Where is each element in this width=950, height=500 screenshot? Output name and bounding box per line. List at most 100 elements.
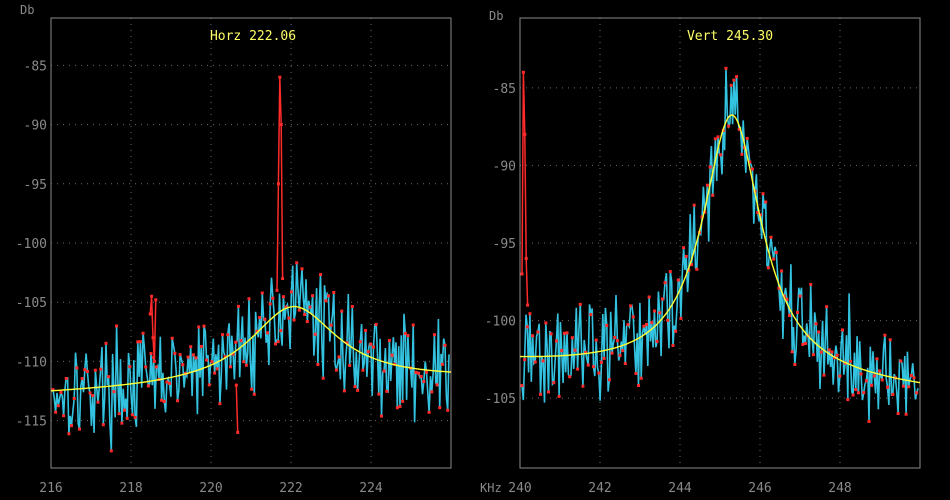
chart-title: Horz 222.06: [210, 29, 296, 44]
data-point: [337, 355, 341, 359]
data-point: [215, 367, 219, 371]
data-point: [295, 261, 299, 265]
data-point: [552, 381, 556, 385]
data-point: [303, 312, 307, 316]
data-point: [745, 136, 749, 140]
data-point: [737, 127, 741, 131]
data-point: [117, 412, 121, 416]
data-point: [629, 304, 633, 308]
data-point: [218, 402, 222, 406]
data-point: [130, 413, 134, 417]
data-point: [727, 124, 731, 128]
data-point: [101, 423, 105, 427]
y-tick-label: -100: [16, 237, 47, 252]
data-point: [578, 302, 582, 306]
data-point: [798, 294, 802, 298]
data-point: [281, 295, 285, 299]
x-axis-unit: KHz: [480, 481, 502, 495]
data-point: [59, 390, 63, 394]
x-tick-label: 218: [119, 481, 142, 496]
data-point: [597, 371, 601, 375]
data-point: [228, 365, 232, 369]
spur-point: [523, 132, 527, 136]
data-point: [175, 399, 179, 403]
data-point: [154, 365, 158, 369]
data-point: [136, 340, 140, 344]
data-point: [311, 294, 315, 298]
y-tick-label: -115: [16, 415, 47, 430]
data-point: [263, 317, 267, 321]
data-point: [666, 318, 670, 322]
data-point: [91, 394, 95, 398]
data-point: [128, 365, 132, 369]
data-point: [899, 359, 903, 363]
data-point: [803, 342, 807, 346]
vert-panel: 240 242 244 246 248 -85 -90 -95 -100 -105 Db KHz Ver…: [480, 9, 921, 496]
data-point: [700, 215, 704, 219]
data-point: [274, 342, 278, 346]
data-point: [634, 371, 638, 375]
spur-trace: [235, 385, 239, 433]
data-point: [599, 360, 603, 364]
data-point: [324, 299, 328, 303]
data-point: [896, 412, 900, 416]
data-point: [329, 323, 333, 327]
data-point: [788, 313, 792, 317]
y-tick-label: -95: [493, 237, 516, 252]
data-point: [811, 353, 815, 357]
data-point: [785, 297, 789, 301]
data-point: [901, 384, 905, 388]
data-point: [162, 399, 166, 403]
data-point: [758, 213, 762, 217]
data-point: [242, 360, 246, 364]
data-point: [626, 323, 630, 327]
data-point: [615, 339, 619, 343]
data-point: [883, 333, 887, 337]
data-point: [862, 391, 866, 395]
spur-point: [524, 257, 528, 261]
data-point: [93, 368, 97, 372]
data-point: [801, 343, 805, 347]
data-point: [244, 363, 248, 367]
x-tick-label: 246: [748, 481, 771, 496]
data-point: [260, 291, 264, 295]
data-point: [411, 323, 415, 327]
data-point: [523, 358, 527, 362]
data-point: [536, 330, 540, 334]
data-point: [75, 366, 79, 370]
data-point: [660, 297, 664, 301]
data-point: [605, 323, 609, 327]
data-point: [223, 355, 227, 359]
data-point: [915, 391, 919, 395]
data-point: [255, 329, 259, 333]
data-point: [205, 358, 209, 362]
y-tick-label: -85: [24, 59, 47, 74]
data-point: [814, 322, 818, 326]
measurement-trace: [52, 262, 450, 451]
data-point: [287, 316, 291, 320]
data-point: [419, 374, 423, 378]
data-point: [621, 349, 625, 353]
data-point: [647, 295, 651, 299]
data-point: [77, 427, 81, 431]
data-point: [181, 363, 185, 367]
y-tick-label: -90: [493, 159, 516, 174]
data-point: [856, 391, 860, 395]
data-point: [403, 331, 407, 335]
chart-title: Vert 245.30: [687, 29, 773, 44]
data-point: [83, 368, 87, 372]
spur-point: [236, 430, 240, 434]
data-point: [684, 254, 688, 258]
data-point: [271, 296, 275, 300]
data-point: [772, 257, 776, 261]
data-point: [533, 360, 537, 364]
data-point: [85, 369, 89, 373]
data-point: [568, 375, 572, 379]
data-point: [650, 321, 654, 325]
data-point: [557, 394, 561, 398]
data-point: [528, 312, 532, 316]
data-point: [390, 353, 394, 357]
data-point: [748, 160, 752, 164]
data-point: [56, 404, 60, 408]
